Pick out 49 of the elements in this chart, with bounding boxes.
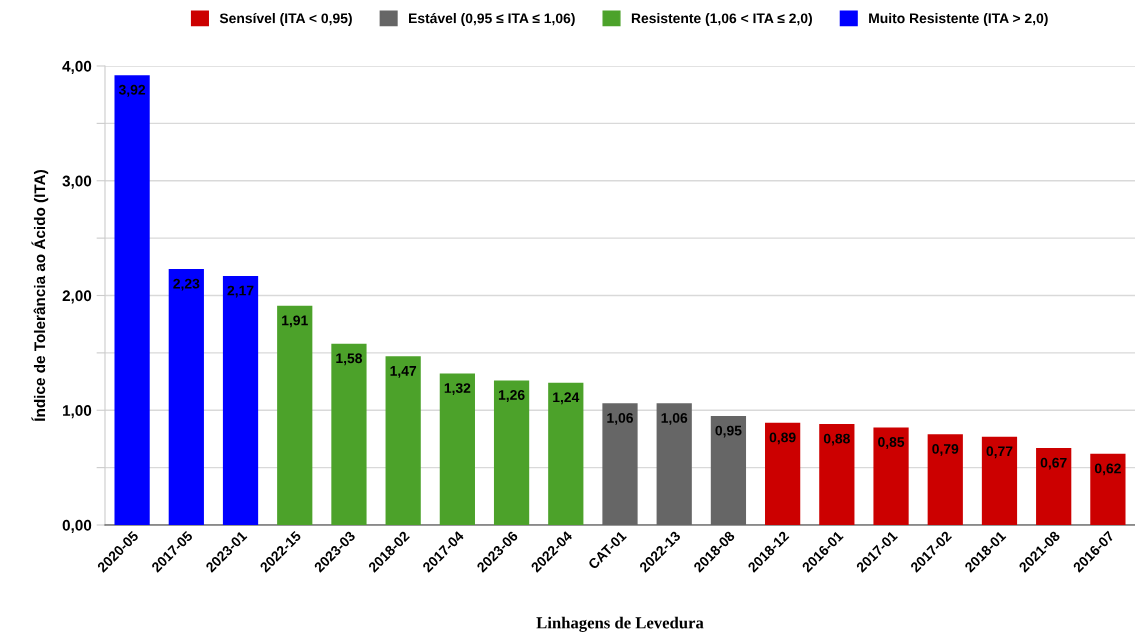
bar (1090, 453, 1126, 525)
bar (981, 436, 1018, 525)
y-tick-label: 4,00 (62, 60, 92, 74)
bar (493, 380, 530, 525)
data-label: 0,88 (823, 433, 850, 446)
bar (385, 356, 421, 525)
data-label: 1,26 (498, 390, 525, 402)
data-label: 0,67 (1040, 457, 1067, 470)
bar (114, 75, 150, 525)
data-label: 0,95 (715, 425, 742, 438)
y-axis-title: Índice de Tolerância ao Ácido (ITA) (31, 170, 49, 421)
data-label: 3,92 (118, 84, 146, 97)
bar (602, 403, 638, 525)
y-tick-label: 3,00 (62, 175, 92, 189)
bar (277, 305, 313, 525)
legend-label: Sensível (ITA < 0,95) (219, 12, 352, 26)
bar (710, 415, 747, 525)
bar (168, 269, 204, 525)
y-tick-label: 2,00 (62, 290, 92, 304)
data-label: 1,06 (607, 413, 634, 425)
bar (331, 343, 367, 525)
y-tick-label: 0,00 (62, 519, 92, 533)
data-label: 2,23 (173, 278, 200, 291)
data-label: 1,32 (444, 383, 471, 396)
data-label: 1,47 (390, 366, 417, 378)
bar (927, 434, 963, 525)
data-label: 1,91 (282, 315, 308, 328)
legend-label: Estável (0,95 ≤ ITA ≤ 1,06) (409, 12, 575, 26)
x-axis-title: Linhagens de Levedura (536, 616, 704, 632)
legend-label: Resistente (1,06 < ITA ≤ 2,0) (631, 13, 812, 26)
bar (222, 275, 259, 525)
bar (819, 424, 855, 525)
data-label: 1,24 (553, 392, 580, 405)
data-label: 0,77 (986, 446, 1013, 459)
bar (1036, 448, 1072, 525)
data-label: 0,89 (769, 432, 796, 445)
data-label: 1,58 (336, 353, 363, 366)
bar (439, 373, 475, 525)
bar (548, 382, 584, 525)
bar (873, 427, 909, 525)
data-label: 0,62 (1094, 463, 1121, 476)
bar (765, 422, 801, 525)
data-label: 2,17 (227, 285, 254, 298)
legend-label: Muito Resistente (ITA > 2,0) (869, 13, 1048, 26)
data-label: 0,85 (878, 437, 905, 449)
y-tick-label: 1,00 (63, 405, 92, 419)
bar (656, 403, 692, 525)
data-label: 0,79 (932, 443, 959, 456)
data-label: 1,06 (661, 413, 688, 425)
